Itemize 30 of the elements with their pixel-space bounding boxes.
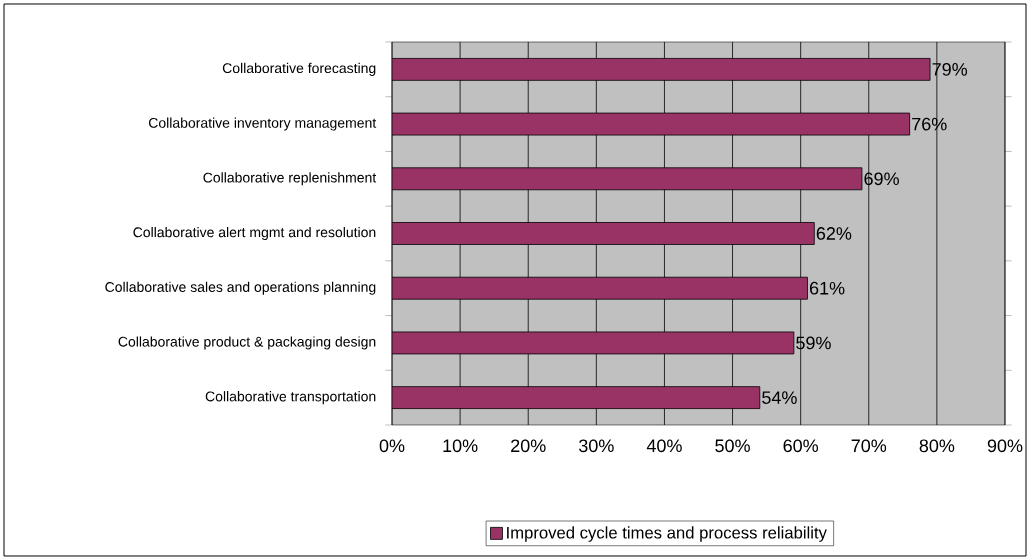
y-tick-label: Collaborative transportation	[205, 391, 376, 405]
x-tick-label: 60%	[783, 439, 819, 453]
data-label: 62%	[816, 227, 852, 240]
x-tick-label: 70%	[851, 439, 887, 453]
data-label: 79%	[932, 62, 968, 76]
bar	[392, 222, 815, 245]
bar	[392, 57, 931, 81]
x-tick-label: 80%	[919, 439, 955, 453]
y-tick-label: Collaborative sales and operations planning	[105, 281, 376, 295]
bar	[392, 276, 808, 300]
data-label: 61%	[809, 281, 845, 295]
bar	[392, 167, 863, 191]
x-tick-label: 90%	[987, 439, 1023, 453]
bar	[392, 331, 795, 355]
y-tick-label: Collaborative replenishment	[203, 172, 377, 186]
data-label: 54%	[762, 391, 797, 404]
y-tick-label: Collaborative inventory management	[148, 117, 377, 131]
x-tick-label: 40%	[646, 439, 682, 453]
x-tick-label: 10%	[443, 439, 478, 453]
x-tick-label: 0%	[379, 439, 405, 453]
bar	[392, 386, 761, 410]
y-tick-label: Collaborative product & packaging design	[118, 336, 376, 350]
x-tick-label: 20%	[511, 439, 546, 453]
x-tick-label: 50%	[715, 439, 750, 453]
bar	[392, 112, 911, 136]
x-tick-label: 30%	[579, 439, 614, 453]
legend-label: Improved cycle times and process reliability	[507, 526, 827, 542]
y-tick-label: Collaborative alert mgmt and resolution	[133, 226, 376, 241]
data-label: 76%	[912, 117, 947, 131]
y-tick-label: Collaborative forecasting	[222, 62, 376, 76]
